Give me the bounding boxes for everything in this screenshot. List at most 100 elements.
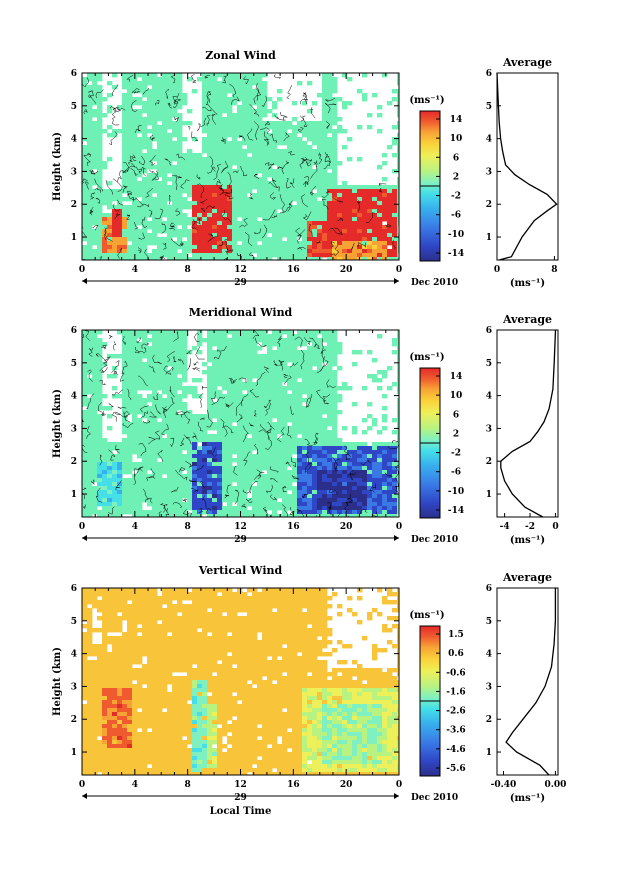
- data-cell: [232, 177, 237, 181]
- data-cell: [362, 209, 367, 213]
- data-cell: [212, 125, 217, 129]
- data-cell: [292, 153, 297, 157]
- data-cell: [287, 434, 292, 438]
- data-cell: [372, 217, 377, 221]
- data-cell: [92, 121, 97, 125]
- data-cell: [377, 466, 382, 470]
- data-cell: [92, 197, 97, 201]
- data-cell: [217, 450, 222, 454]
- data-cell: [227, 478, 232, 482]
- data-cell: [177, 149, 182, 153]
- data-cell: [207, 486, 212, 490]
- data-cell: [307, 382, 312, 386]
- data-cell: [82, 85, 87, 89]
- data-cell: [107, 506, 112, 510]
- data-cell: [367, 245, 372, 249]
- data-cell: [292, 145, 297, 149]
- data-cell: [87, 334, 92, 338]
- data-cell: [147, 454, 152, 458]
- data-cell: [247, 510, 252, 514]
- data-cell: [142, 89, 147, 93]
- data-cell: [162, 442, 167, 446]
- data-cell: [267, 205, 272, 209]
- data-cell: [137, 366, 142, 370]
- data-cell: [82, 89, 87, 93]
- data-cell: [362, 474, 367, 478]
- data-cell: [187, 121, 192, 125]
- data-cell: [277, 245, 282, 249]
- data-cell: [167, 165, 172, 169]
- data-cell: [297, 374, 302, 378]
- data-cell: [332, 177, 337, 181]
- data-cell: [172, 181, 177, 185]
- data-cell: [282, 370, 287, 374]
- data-cell: [252, 390, 257, 394]
- data-cell: [262, 482, 267, 486]
- data-cell: [252, 418, 257, 422]
- data-cell: [232, 241, 237, 245]
- data-cell: [327, 398, 332, 402]
- data-cell: [397, 249, 402, 253]
- data-cell: [357, 245, 362, 249]
- data-cell: [397, 153, 402, 157]
- data-cell: [297, 157, 302, 161]
- data-cell: [192, 169, 197, 173]
- data-cell: [152, 77, 157, 81]
- data-cell: [292, 245, 297, 249]
- data-cell: [387, 101, 392, 105]
- data-cell: [287, 189, 292, 193]
- data-cell: [247, 514, 252, 518]
- data-cell: [357, 466, 362, 470]
- data-cell: [272, 330, 277, 334]
- data-cell: [207, 458, 212, 462]
- data-cell: [202, 414, 207, 418]
- data-cell: [127, 229, 132, 233]
- data-cell: [117, 506, 122, 510]
- data-cell: [277, 398, 282, 402]
- data-cell: [182, 221, 187, 225]
- data-cell: [217, 213, 222, 217]
- data-cell: [82, 193, 87, 197]
- data-cell: [167, 109, 172, 113]
- data-cell: [292, 466, 297, 470]
- data-cell: [267, 241, 272, 245]
- data-cell: [152, 241, 157, 245]
- data-cell: [297, 153, 302, 157]
- data-cell: [262, 334, 267, 338]
- data-cell: [297, 382, 302, 386]
- data-cell: [222, 149, 227, 153]
- data-cell: [217, 338, 222, 342]
- data-cell: [207, 225, 212, 229]
- data-cell: [287, 157, 292, 161]
- data-cell: [232, 237, 237, 241]
- data-cell: [142, 370, 147, 374]
- data-cell: [107, 478, 112, 482]
- data-cell: [97, 466, 102, 470]
- data-cell: [342, 233, 347, 237]
- data-cell: [382, 161, 387, 165]
- data-cell: [182, 378, 187, 382]
- data-cell: [232, 458, 237, 462]
- data-cell: [292, 374, 297, 378]
- data-cell: [387, 229, 392, 233]
- data-cell: [242, 362, 247, 366]
- data-cell: [327, 137, 332, 141]
- data-cell: [192, 458, 197, 462]
- data-cell: [217, 141, 222, 145]
- data-cell: [102, 494, 107, 498]
- data-cell: [102, 458, 107, 462]
- data-cell: [232, 354, 237, 358]
- data-cell: [87, 105, 92, 109]
- data-cell: [287, 165, 292, 169]
- data-cell: [212, 482, 217, 486]
- data-cell: [207, 213, 212, 217]
- data-cell: [157, 398, 162, 402]
- data-cell: [147, 173, 152, 177]
- data-cell: [372, 225, 377, 229]
- data-cell: [332, 478, 337, 482]
- data-cell: [372, 478, 377, 482]
- data-cell: [282, 394, 287, 398]
- data-cell: [157, 145, 162, 149]
- data-cell: [222, 105, 227, 109]
- data-cell: [292, 141, 297, 145]
